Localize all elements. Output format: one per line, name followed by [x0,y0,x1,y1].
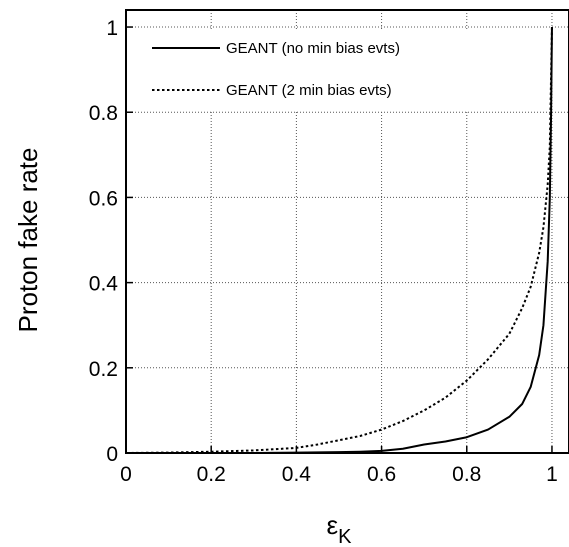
x-axis-title-subscript: K [338,526,352,547]
y-axis-title: Proton fake rate [13,148,43,333]
x-tick-label: 0.8 [452,463,481,486]
y-tick-label: 0 [106,443,118,466]
y-tick-label: 0.8 [89,102,118,125]
x-tick-label: 0.4 [282,463,312,486]
x-tick-label: 0.2 [197,463,226,486]
x-axis-title: εK [327,510,353,547]
x-tick-label: 0.6 [367,463,396,486]
x-tick-label: 1 [546,463,558,486]
legend-label-2-min-bias: GEANT (2 min bias evts) [226,82,392,99]
y-tick-label: 1 [106,17,118,40]
legend: GEANT (no min bias evts) GEANT (2 min bi… [146,30,476,110]
y-tick-label: 0.6 [89,187,118,210]
x-axis-title-symbol: ε [327,510,339,540]
y-tick-label: 0.2 [89,358,118,381]
legend-label-no-min-bias: GEANT (no min bias evts) [226,40,400,57]
y-tick-label: 0.4 [89,273,119,296]
x-tick-label: 0 [120,463,132,486]
